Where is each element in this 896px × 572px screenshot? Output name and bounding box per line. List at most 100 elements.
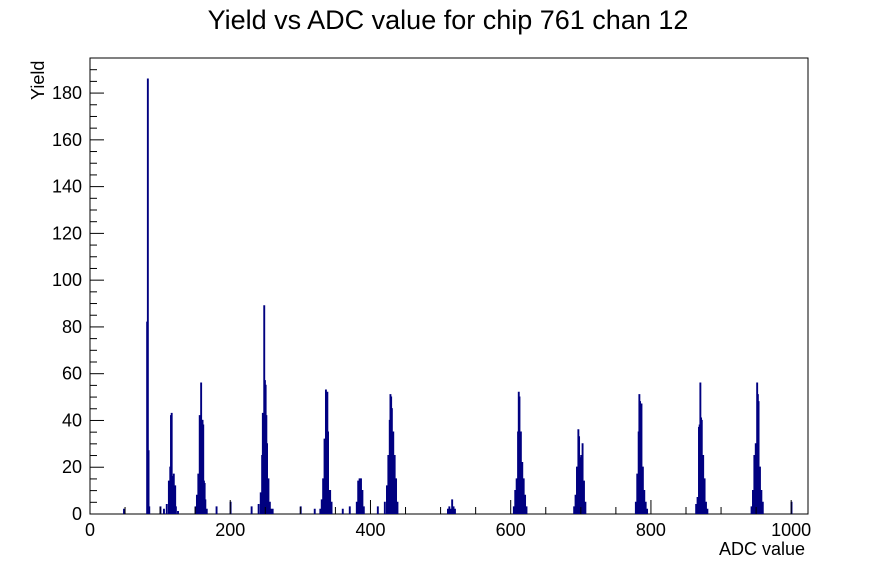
histogram-bin	[706, 508, 709, 514]
histogram-bin	[174, 506, 177, 514]
histogram-bin	[271, 508, 274, 514]
histogram-bin	[329, 490, 332, 514]
histogram-bin	[362, 506, 365, 514]
histogram-bin	[584, 501, 587, 514]
histogram-bin	[514, 490, 517, 514]
histogram-bin	[146, 78, 149, 514]
histogram-bin	[759, 466, 761, 514]
y-tick-label: 80	[62, 317, 82, 337]
histogram-bin	[361, 490, 364, 514]
histogram-bin	[752, 490, 754, 514]
x-tick-label: 400	[355, 520, 385, 540]
histogram-bin	[576, 466, 578, 514]
chart-title: Yield vs ADC value for chip 761 chan 12	[208, 5, 689, 35]
y-tick-label: 20	[62, 457, 82, 477]
histogram-bin	[266, 443, 268, 514]
histogram-series	[123, 78, 793, 514]
histogram-bin	[170, 412, 173, 514]
histogram-bin	[640, 403, 643, 514]
x-tick-label: 200	[215, 520, 245, 540]
histogram-bin	[695, 504, 698, 514]
histogram-bin	[250, 506, 253, 514]
histogram-bin	[327, 490, 330, 514]
histogram-bin	[703, 478, 706, 514]
histogram-bin	[257, 504, 260, 514]
histogram-bin	[392, 431, 395, 514]
y-axis: 0 20 40 60 80 100 120 140 160 180	[52, 69, 104, 524]
histogram-bin	[760, 490, 763, 514]
histogram-bin	[167, 480, 170, 514]
histogram-bin	[702, 454, 705, 514]
histogram-bin	[524, 494, 527, 514]
histogram-bin	[512, 506, 515, 514]
histogram-bin	[522, 478, 525, 514]
histogram-bin	[327, 431, 329, 514]
histogram-bin	[355, 501, 358, 514]
histogram-bin	[583, 480, 585, 514]
histogram-bin	[358, 478, 361, 514]
histogram-bin	[395, 478, 398, 514]
x-axis: 0 200 400 600 800 1000	[85, 500, 811, 540]
x-tick-label: 800	[636, 520, 666, 540]
histogram-bin	[360, 478, 362, 514]
histogram-bin	[643, 490, 646, 514]
y-tick-label: 60	[62, 364, 82, 384]
x-tick-label: 0	[85, 520, 95, 540]
histogram-bin	[174, 485, 177, 514]
histogram-bin	[644, 501, 647, 514]
histogram-bin	[396, 501, 399, 514]
histogram-bin	[448, 506, 451, 514]
histogram-bin	[757, 401, 760, 514]
histogram-bin	[268, 501, 271, 514]
histogram-bin	[641, 466, 644, 514]
histogram-bin	[696, 497, 699, 514]
histogram-bin	[204, 499, 207, 514]
histogram-bin	[578, 457, 581, 514]
histogram-bin	[267, 478, 270, 514]
x-axis-label: ADC value	[719, 539, 805, 559]
histogram-bin	[148, 506, 151, 514]
histogram-bin	[348, 506, 351, 514]
histogram-bin	[163, 508, 165, 514]
y-tick-label: 160	[52, 130, 82, 150]
histogram-bin	[754, 443, 757, 514]
histogram-bin	[215, 506, 218, 514]
histogram-bin	[195, 494, 198, 514]
histogram-bin	[319, 508, 322, 514]
histogram-bin	[376, 506, 379, 514]
histogram-bin	[636, 473, 639, 514]
y-tick-label: 100	[52, 270, 82, 290]
histogram-bin	[581, 443, 584, 514]
histogram-bin	[393, 454, 396, 514]
histogram-bin	[177, 511, 179, 514]
histogram-bin	[390, 408, 393, 514]
histogram-bin	[313, 508, 316, 514]
histogram-bin	[270, 508, 273, 514]
histogram-bin	[518, 396, 521, 514]
histogram-bin	[320, 499, 323, 514]
y-tick-label: 140	[52, 177, 82, 197]
y-tick-label: 40	[62, 410, 82, 430]
histogram-bin	[447, 508, 449, 514]
histogram-bin	[449, 508, 452, 514]
histogram-bin	[580, 454, 583, 514]
histogram-bin	[705, 501, 707, 514]
histogram-bin	[761, 501, 764, 514]
histogram-bin	[383, 501, 386, 514]
histogram-bin	[515, 478, 518, 514]
histogram-bin	[454, 508, 456, 514]
histogram-bin	[386, 485, 388, 514]
histogram-bin	[197, 473, 200, 514]
histogram-bin	[123, 508, 125, 514]
histogram-bin	[387, 454, 390, 514]
histogram-bin	[519, 431, 522, 514]
histogram-bin	[700, 419, 703, 514]
histogram-bin	[525, 506, 528, 514]
histogram-bin	[205, 508, 208, 514]
y-tick-label: 120	[52, 223, 82, 243]
y-axis-label: Yield	[28, 61, 48, 100]
histogram-bin	[634, 501, 637, 514]
x-tick-label: 600	[496, 520, 526, 540]
